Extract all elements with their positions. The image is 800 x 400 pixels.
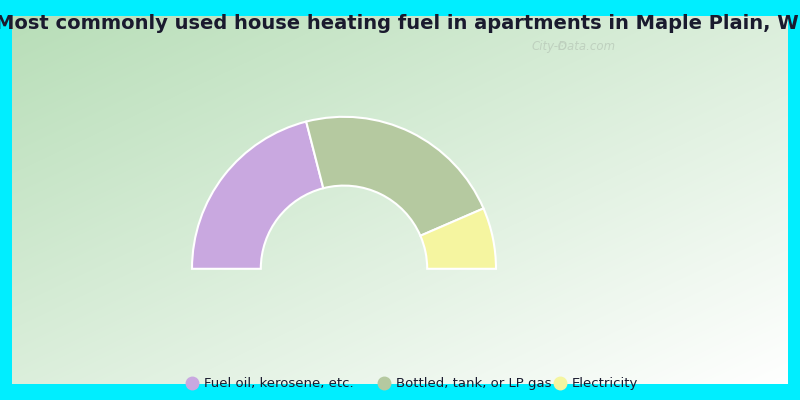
Wedge shape <box>420 208 496 269</box>
Text: Fuel oil, kerosene, etc.: Fuel oil, kerosene, etc. <box>204 376 354 390</box>
Text: Electricity: Electricity <box>572 376 638 390</box>
Text: Bottled, tank, or LP gas: Bottled, tank, or LP gas <box>396 376 551 390</box>
Wedge shape <box>192 122 323 269</box>
Wedge shape <box>306 117 483 236</box>
Text: Most commonly used house heating fuel in apartments in Maple Plain, WI: Most commonly used house heating fuel in… <box>0 14 800 33</box>
Text: ⊙: ⊙ <box>557 40 567 53</box>
Text: City-Data.com: City-Data.com <box>532 40 616 53</box>
